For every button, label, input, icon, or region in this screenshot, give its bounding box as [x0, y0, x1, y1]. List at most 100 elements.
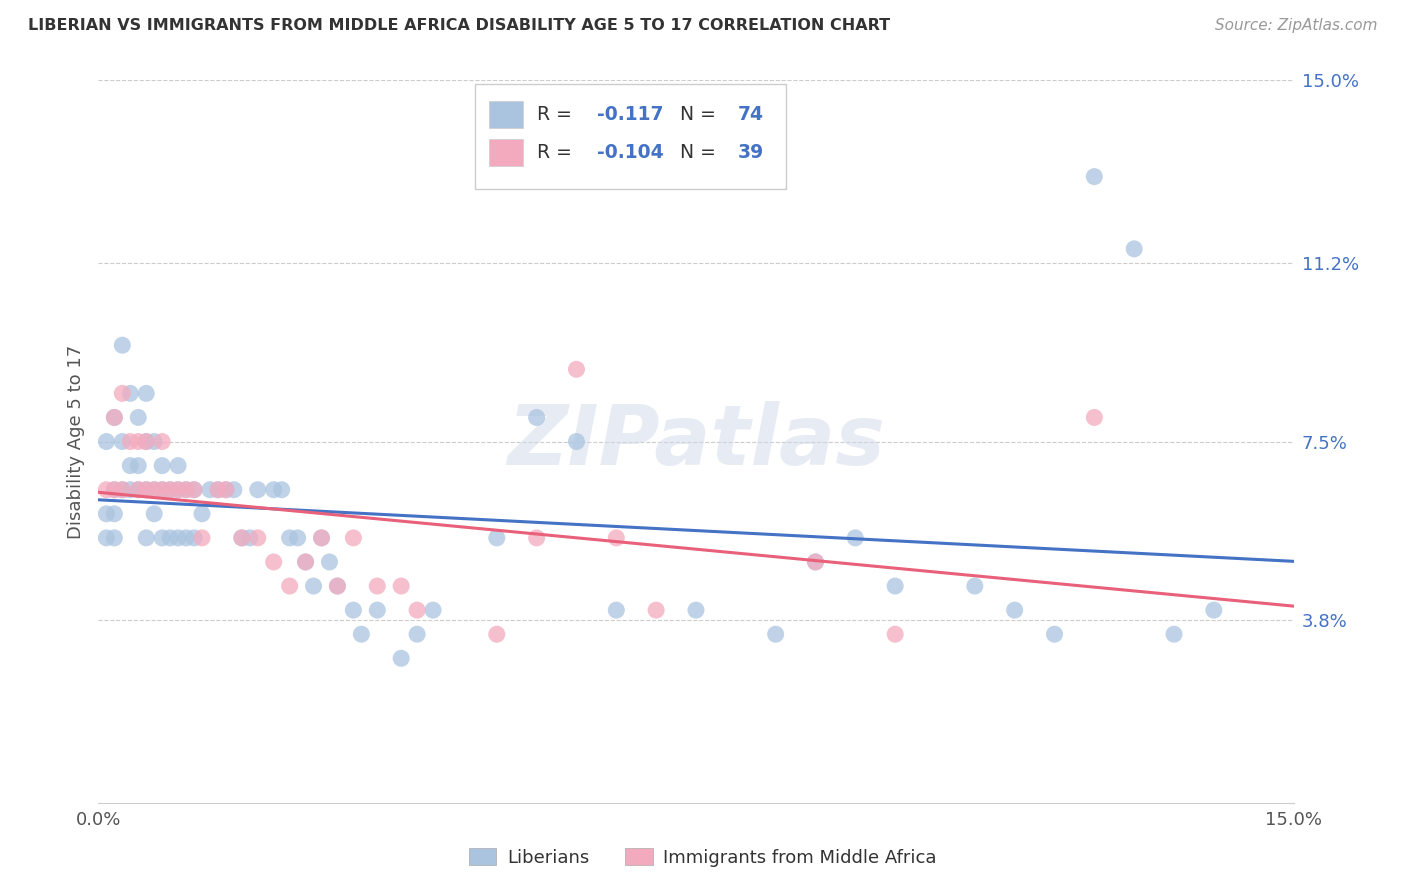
Point [1083, 169, 1105, 184]
Point [406, 603, 429, 617]
Point [150, 531, 173, 545]
Point [191, 531, 214, 545]
Point [246, 483, 269, 497]
Point [135, 483, 157, 497]
Point [96, 507, 118, 521]
Point [804, 555, 827, 569]
Point [1163, 627, 1185, 641]
Point [96, 531, 118, 545]
Point [565, 434, 588, 449]
Point [565, 362, 588, 376]
Point [143, 434, 166, 449]
Point [526, 531, 548, 545]
Point [207, 483, 229, 497]
Point [167, 458, 190, 473]
Text: Source: ZipAtlas.com: Source: ZipAtlas.com [1215, 18, 1378, 33]
Point [311, 531, 333, 545]
Text: 74: 74 [738, 104, 763, 124]
Point [143, 483, 166, 497]
Point [526, 410, 548, 425]
Text: -0.117: -0.117 [596, 104, 664, 124]
FancyBboxPatch shape [489, 101, 523, 128]
Point [174, 483, 197, 497]
Point [103, 483, 125, 497]
Point [96, 483, 118, 497]
Point [1202, 603, 1225, 617]
Point [765, 627, 787, 641]
Point [804, 555, 827, 569]
Point [294, 555, 316, 569]
Point [389, 651, 412, 665]
Point [167, 483, 190, 497]
Point [127, 410, 149, 425]
Point [406, 627, 429, 641]
Point [350, 627, 373, 641]
Point [389, 579, 412, 593]
Point [135, 531, 157, 545]
Point [294, 555, 316, 569]
Point [605, 531, 627, 545]
Point [645, 603, 668, 617]
Point [120, 434, 142, 449]
Point [183, 483, 205, 497]
Point [127, 434, 149, 449]
Point [287, 531, 309, 545]
Point [111, 338, 134, 352]
Point [342, 531, 364, 545]
Point [150, 458, 173, 473]
Point [174, 531, 197, 545]
Point [191, 507, 214, 521]
Point [231, 531, 253, 545]
Point [183, 483, 205, 497]
Point [135, 386, 157, 401]
Point [150, 434, 173, 449]
Point [278, 531, 301, 545]
Point [1123, 242, 1146, 256]
Point [485, 531, 508, 545]
Point [311, 531, 333, 545]
Point [239, 531, 262, 545]
Point [422, 603, 444, 617]
Point [96, 434, 118, 449]
Text: R =: R = [537, 104, 578, 124]
FancyBboxPatch shape [489, 139, 523, 166]
Point [103, 483, 125, 497]
Point [174, 483, 197, 497]
Point [167, 483, 190, 497]
Point [605, 603, 627, 617]
Point [207, 483, 229, 497]
Text: -0.104: -0.104 [596, 143, 664, 162]
Point [127, 458, 149, 473]
Point [135, 434, 157, 449]
Point [246, 531, 269, 545]
Point [1083, 410, 1105, 425]
Point [318, 555, 340, 569]
Point [150, 483, 173, 497]
Point [143, 483, 166, 497]
Point [127, 483, 149, 497]
Point [270, 483, 292, 497]
Point [150, 483, 173, 497]
Point [159, 531, 181, 545]
Point [143, 507, 166, 521]
Point [120, 386, 142, 401]
Point [884, 579, 907, 593]
Point [263, 483, 285, 497]
Point [167, 531, 190, 545]
Point [231, 531, 253, 545]
Point [685, 603, 707, 617]
Point [366, 579, 388, 593]
Point [159, 483, 181, 497]
Point [103, 531, 125, 545]
Point [844, 531, 866, 545]
Point [159, 483, 181, 497]
Point [1004, 603, 1026, 617]
Point [222, 483, 245, 497]
Point [884, 627, 907, 641]
Point [103, 410, 125, 425]
Point [326, 579, 349, 593]
Point [183, 531, 205, 545]
FancyBboxPatch shape [475, 84, 786, 189]
Point [111, 483, 134, 497]
Text: LIBERIAN VS IMMIGRANTS FROM MIDDLE AFRICA DISABILITY AGE 5 TO 17 CORRELATION CHA: LIBERIAN VS IMMIGRANTS FROM MIDDLE AFRIC… [28, 18, 890, 33]
